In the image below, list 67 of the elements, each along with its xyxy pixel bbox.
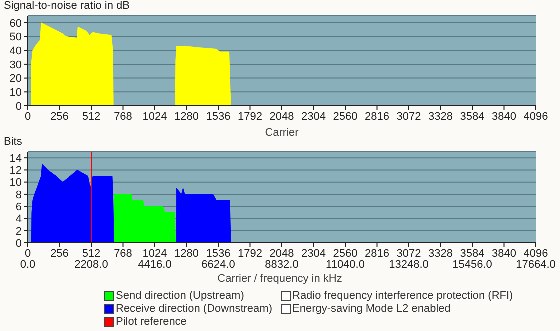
x-tick-label: 2048	[270, 248, 294, 260]
x2-tick-label: 2208.0	[74, 259, 108, 272]
x-tick-label: 1536	[206, 110, 231, 123]
x-tick-label: 3072	[396, 110, 422, 123]
y-tick-label: 50	[10, 32, 22, 44]
x-tick-label: 0	[24, 248, 32, 260]
y-tick-label: 40	[10, 46, 22, 58]
x-tick-label: 1792	[238, 110, 262, 123]
y-tick-label: 8	[16, 189, 22, 202]
x-tick-label: 512	[82, 248, 101, 260]
x-tick-label: 256	[50, 110, 69, 123]
x-tick-label: 3584	[460, 248, 485, 260]
x2-tick-label: 13248.0	[389, 259, 429, 272]
x-tick-label: 2560	[333, 110, 358, 123]
legend-label: Receive direction (Downstream)	[116, 302, 272, 314]
x2-tick-label: 8832.0	[265, 259, 299, 272]
x-tick-label: 768	[114, 248, 132, 260]
text: Radio frequency interference protection (RFI)	[292, 290, 514, 302]
x-tick-label: 3840	[492, 248, 516, 260]
y-tick-label: 12	[10, 165, 22, 178]
x2-tick-label: 17664.0	[516, 259, 556, 272]
x-tick-label: 1536	[206, 248, 231, 260]
x-tick-label: 0	[24, 110, 32, 123]
x-tick-label: 2816	[365, 248, 390, 260]
x-tick-label: 2304	[302, 110, 326, 123]
y-tick-label: 2	[16, 226, 22, 238]
x-tick-label: 3840	[492, 110, 516, 123]
legend-label: Pilot reference	[116, 316, 187, 328]
x2-tick-label: 15456.0	[452, 259, 492, 272]
x-tick-label: 2048	[270, 110, 294, 123]
x2-tick-label: 6624.0	[202, 259, 236, 272]
x-tick-label: 3584	[460, 110, 485, 123]
x-tick-label: 4096	[524, 248, 548, 260]
x-tick-label: 1280	[174, 248, 199, 260]
y-tick-label: 10	[10, 177, 22, 190]
y-tick-label: 6	[16, 202, 22, 214]
y-tick-label: 0	[16, 100, 22, 113]
x-tick-label: 3328	[428, 248, 453, 260]
x-tick-label: 1280	[174, 110, 199, 123]
y-tick-label: 14	[10, 152, 22, 165]
x-tick-label: 256	[50, 248, 69, 260]
x-tick-label: 3328	[428, 110, 453, 123]
x-axis-title: Carrier	[265, 127, 300, 139]
x-tick-label: 1024	[142, 110, 168, 123]
x2-tick-label: 0.0	[20, 259, 36, 272]
text: Energy-saving Mode L2 enabled	[292, 302, 451, 314]
y-tick-label: 0	[16, 238, 22, 250]
x-tick-label: 3072	[396, 248, 422, 260]
x-tick-label: 2560	[333, 248, 358, 260]
x-tick-label: 1792	[238, 248, 262, 260]
x-tick-label: 4096	[524, 110, 548, 123]
x-tick-label: 2304	[302, 248, 326, 260]
y-tick-label: 4	[16, 214, 22, 226]
y-tick-label: 20	[10, 73, 22, 86]
y-tick-label: 10	[10, 87, 22, 100]
y-axis-title: Bits	[4, 136, 22, 148]
x-tick-label: 1024	[142, 248, 168, 260]
x2-tick-label: 11040.0	[326, 259, 365, 272]
x2-tick-label: 4416.0	[138, 259, 172, 272]
x-tick-label: 768	[114, 110, 132, 123]
y-tick-label: 30	[10, 59, 22, 72]
x-tick-label: 2816	[365, 110, 390, 123]
x-axis-title: Carrier / frequency in kHz	[216, 272, 344, 286]
legend-label: Send direction (Upstream)	[116, 290, 244, 302]
y-axis-title: Signal-to-noise ratio in dB	[4, 0, 131, 13]
x-tick-label: 512	[82, 110, 101, 123]
y-tick-label: 60	[10, 18, 22, 30]
